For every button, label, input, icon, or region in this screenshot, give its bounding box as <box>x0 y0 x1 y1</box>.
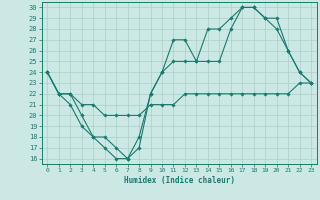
X-axis label: Humidex (Indice chaleur): Humidex (Indice chaleur) <box>124 176 235 185</box>
